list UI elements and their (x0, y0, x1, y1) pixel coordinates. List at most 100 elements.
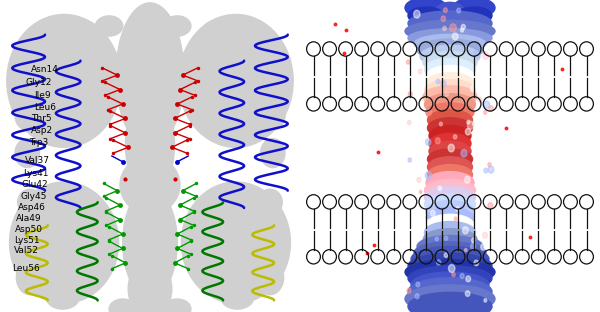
Ellipse shape (461, 149, 467, 157)
Ellipse shape (441, 16, 446, 22)
Ellipse shape (457, 8, 461, 13)
Text: Leu6: Leu6 (34, 103, 56, 112)
Ellipse shape (419, 235, 423, 239)
Ellipse shape (427, 118, 473, 138)
Text: Thr5: Thr5 (31, 114, 52, 123)
Ellipse shape (18, 189, 42, 215)
Ellipse shape (123, 188, 177, 298)
Ellipse shape (164, 299, 191, 312)
Text: Ile9: Ile9 (34, 91, 51, 100)
Ellipse shape (125, 92, 175, 197)
Ellipse shape (405, 260, 495, 285)
Ellipse shape (408, 7, 444, 24)
Ellipse shape (181, 182, 290, 303)
Ellipse shape (484, 111, 487, 115)
Ellipse shape (427, 226, 431, 231)
Ellipse shape (435, 2, 465, 23)
Ellipse shape (467, 121, 474, 129)
Ellipse shape (445, 92, 449, 96)
Ellipse shape (488, 163, 491, 167)
Ellipse shape (258, 189, 282, 215)
Ellipse shape (425, 94, 476, 115)
Text: Leu56: Leu56 (12, 264, 40, 273)
Ellipse shape (408, 253, 492, 278)
Ellipse shape (15, 139, 40, 168)
Ellipse shape (466, 291, 470, 296)
Ellipse shape (481, 244, 485, 250)
Ellipse shape (425, 186, 476, 208)
Ellipse shape (483, 81, 489, 89)
Ellipse shape (405, 0, 447, 18)
Text: Glu42: Glu42 (22, 180, 49, 189)
Ellipse shape (426, 108, 432, 115)
Ellipse shape (488, 166, 494, 173)
Ellipse shape (456, 7, 492, 24)
Text: Lys51: Lys51 (14, 236, 39, 245)
Ellipse shape (443, 8, 447, 12)
Ellipse shape (426, 172, 474, 193)
Ellipse shape (405, 285, 495, 312)
Ellipse shape (409, 55, 413, 59)
Ellipse shape (436, 138, 440, 144)
Ellipse shape (425, 58, 476, 80)
Text: Val52: Val52 (14, 246, 38, 255)
Ellipse shape (481, 67, 485, 72)
Ellipse shape (463, 227, 468, 234)
Ellipse shape (467, 120, 470, 124)
Ellipse shape (454, 217, 457, 221)
Ellipse shape (438, 186, 442, 191)
Ellipse shape (10, 182, 119, 303)
Ellipse shape (202, 20, 235, 43)
Ellipse shape (417, 39, 483, 61)
Ellipse shape (109, 299, 136, 312)
Ellipse shape (466, 129, 470, 135)
Text: Trp3: Trp3 (29, 138, 48, 147)
Ellipse shape (461, 24, 466, 30)
Ellipse shape (407, 120, 411, 125)
Ellipse shape (423, 51, 477, 73)
Text: Asp50: Asp50 (15, 225, 43, 234)
Ellipse shape (425, 139, 431, 145)
Ellipse shape (460, 274, 464, 279)
Ellipse shape (488, 203, 493, 209)
Ellipse shape (435, 237, 438, 241)
Ellipse shape (23, 32, 59, 61)
Ellipse shape (476, 127, 480, 131)
Ellipse shape (408, 278, 492, 306)
Ellipse shape (482, 52, 488, 59)
Ellipse shape (464, 249, 467, 252)
Ellipse shape (448, 144, 454, 152)
Ellipse shape (427, 157, 473, 177)
Ellipse shape (258, 225, 282, 254)
Text: Asp46: Asp46 (18, 203, 46, 212)
Text: Lys41: Lys41 (23, 169, 49, 178)
Ellipse shape (414, 242, 486, 264)
Ellipse shape (11, 58, 38, 92)
Ellipse shape (474, 260, 479, 266)
Ellipse shape (408, 11, 492, 36)
Ellipse shape (472, 238, 475, 242)
Ellipse shape (406, 60, 410, 64)
Ellipse shape (419, 190, 422, 193)
Ellipse shape (441, 80, 446, 87)
Ellipse shape (448, 265, 455, 272)
Ellipse shape (7, 14, 121, 147)
Ellipse shape (456, 207, 459, 211)
Ellipse shape (484, 168, 488, 173)
Ellipse shape (484, 299, 487, 302)
Ellipse shape (426, 207, 474, 229)
Ellipse shape (415, 294, 419, 299)
Ellipse shape (466, 276, 470, 282)
Ellipse shape (450, 24, 457, 32)
Ellipse shape (445, 236, 448, 240)
Ellipse shape (479, 177, 482, 180)
Ellipse shape (408, 29, 492, 47)
Ellipse shape (420, 45, 480, 67)
Ellipse shape (430, 210, 435, 216)
Ellipse shape (478, 97, 482, 102)
Text: Gly12: Gly12 (26, 78, 52, 87)
Ellipse shape (423, 86, 477, 108)
Ellipse shape (412, 76, 416, 82)
Ellipse shape (262, 58, 289, 92)
Ellipse shape (426, 214, 474, 236)
